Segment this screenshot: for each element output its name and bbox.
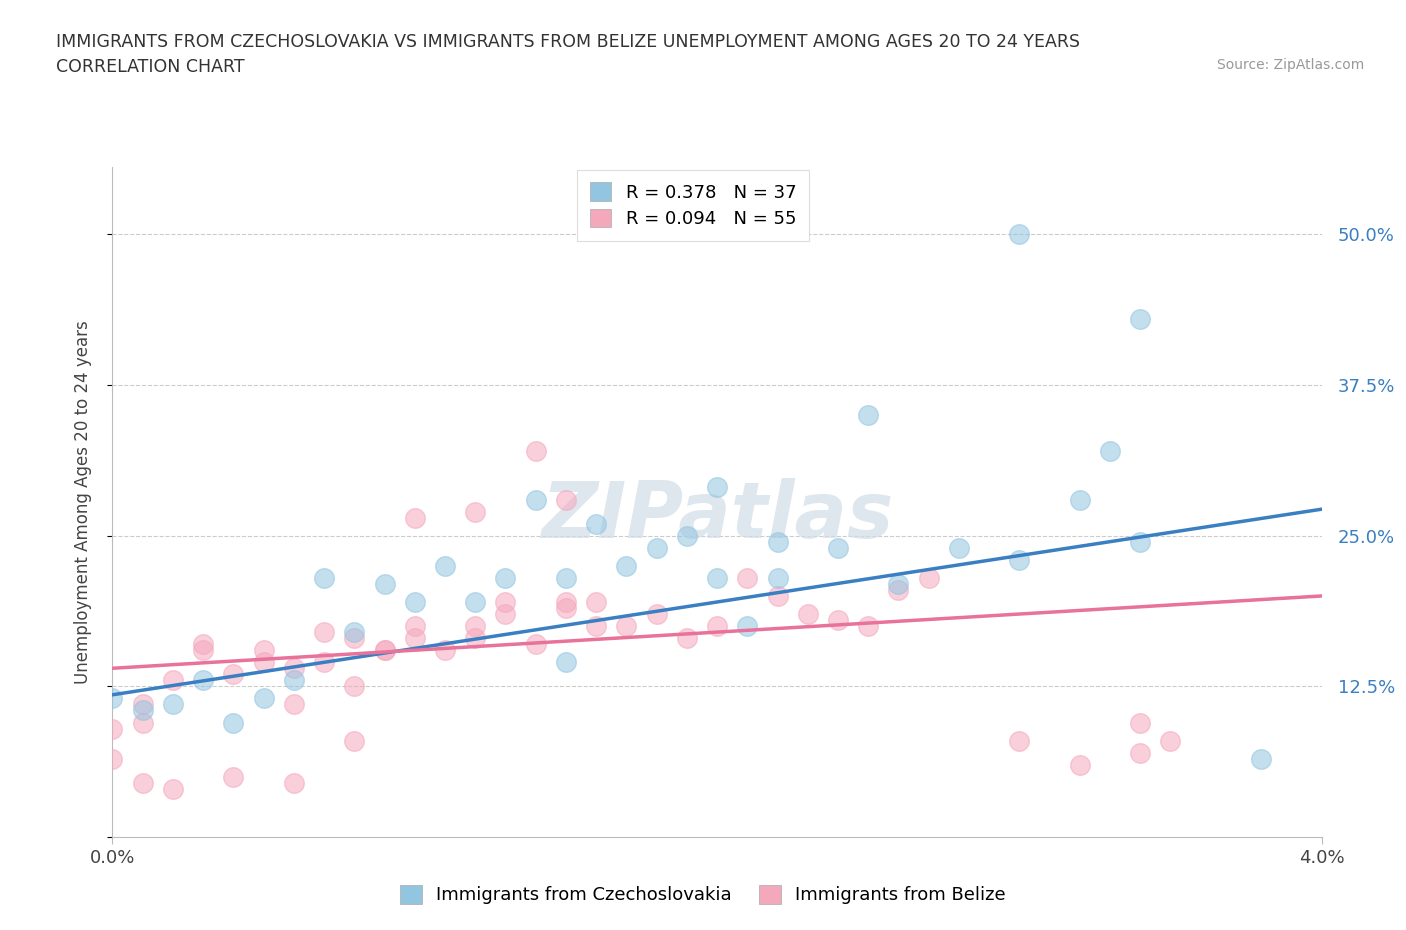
Point <box>645 606 668 621</box>
Point <box>1008 552 1031 567</box>
Point <box>1129 715 1152 730</box>
Legend: R = 0.378   N = 37, R = 0.094   N = 55: R = 0.378 N = 37, R = 0.094 N = 55 <box>576 170 808 241</box>
Point <box>222 769 245 784</box>
Point <box>554 601 576 616</box>
Point <box>1250 751 1272 766</box>
Point <box>1069 492 1091 507</box>
Point <box>887 582 910 597</box>
Point <box>616 558 638 573</box>
Text: CORRELATION CHART: CORRELATION CHART <box>56 58 245 75</box>
Point <box>554 655 576 670</box>
Point <box>856 618 880 633</box>
Point <box>162 673 184 688</box>
Point <box>887 577 910 591</box>
Point <box>827 613 849 628</box>
Point <box>373 643 396 658</box>
Point <box>404 618 426 633</box>
Point <box>343 625 366 640</box>
Point <box>132 776 155 790</box>
Point <box>827 540 849 555</box>
Y-axis label: Unemployment Among Ages 20 to 24 years: Unemployment Among Ages 20 to 24 years <box>73 320 91 684</box>
Point <box>524 444 547 458</box>
Point <box>554 570 576 585</box>
Point <box>554 492 576 507</box>
Point <box>132 703 155 718</box>
Point <box>283 673 305 688</box>
Point <box>101 751 124 766</box>
Point <box>917 570 939 585</box>
Point <box>101 691 124 706</box>
Point <box>283 776 305 790</box>
Point <box>1008 227 1031 242</box>
Point <box>585 618 607 633</box>
Point <box>404 594 426 609</box>
Point <box>343 733 366 748</box>
Point <box>616 618 638 633</box>
Point <box>675 631 697 645</box>
Point <box>433 558 456 573</box>
Point <box>464 618 486 633</box>
Point <box>554 594 576 609</box>
Text: IMMIGRANTS FROM CZECHOSLOVAKIA VS IMMIGRANTS FROM BELIZE UNEMPLOYMENT AMONG AGES: IMMIGRANTS FROM CZECHOSLOVAKIA VS IMMIGR… <box>56 33 1080 50</box>
Point <box>585 594 607 609</box>
Point <box>253 691 276 706</box>
Point <box>524 492 547 507</box>
Point <box>585 516 607 531</box>
Point <box>706 618 728 633</box>
Point <box>706 570 728 585</box>
Text: ZIPatlas: ZIPatlas <box>541 478 893 553</box>
Point <box>495 606 517 621</box>
Point <box>766 570 789 585</box>
Point <box>132 697 155 711</box>
Point <box>191 673 215 688</box>
Point <box>101 721 124 736</box>
Point <box>191 643 215 658</box>
Point <box>1129 745 1152 760</box>
Point <box>312 625 335 640</box>
Point <box>495 570 517 585</box>
Point <box>312 570 335 585</box>
Point <box>253 655 276 670</box>
Point <box>312 655 335 670</box>
Point <box>737 570 759 585</box>
Point <box>1129 312 1152 326</box>
Point <box>796 606 818 621</box>
Point <box>404 511 426 525</box>
Point <box>222 667 245 682</box>
Point <box>464 631 486 645</box>
Point <box>1008 733 1031 748</box>
Point <box>373 643 396 658</box>
Point <box>283 661 305 676</box>
Point <box>1098 444 1121 458</box>
Point <box>706 480 728 495</box>
Point <box>1069 757 1091 772</box>
Point <box>343 631 366 645</box>
Point <box>464 594 486 609</box>
Point <box>373 577 396 591</box>
Text: Source: ZipAtlas.com: Source: ZipAtlas.com <box>1216 58 1364 72</box>
Point <box>495 594 517 609</box>
Point <box>766 589 789 604</box>
Point <box>162 697 184 711</box>
Point <box>524 637 547 652</box>
Point <box>191 637 215 652</box>
Point <box>645 540 668 555</box>
Point <box>766 535 789 550</box>
Point <box>404 631 426 645</box>
Point <box>253 643 276 658</box>
Point <box>464 504 486 519</box>
Point <box>132 715 155 730</box>
Point <box>162 781 184 796</box>
Point <box>737 618 759 633</box>
Legend: Immigrants from Czechoslovakia, Immigrants from Belize: Immigrants from Czechoslovakia, Immigran… <box>394 878 1012 911</box>
Point <box>1129 535 1152 550</box>
Point <box>948 540 970 555</box>
Point <box>433 643 456 658</box>
Point <box>222 715 245 730</box>
Point <box>283 697 305 711</box>
Point <box>856 407 880 422</box>
Point <box>343 679 366 694</box>
Point <box>1159 733 1181 748</box>
Point <box>675 528 697 543</box>
